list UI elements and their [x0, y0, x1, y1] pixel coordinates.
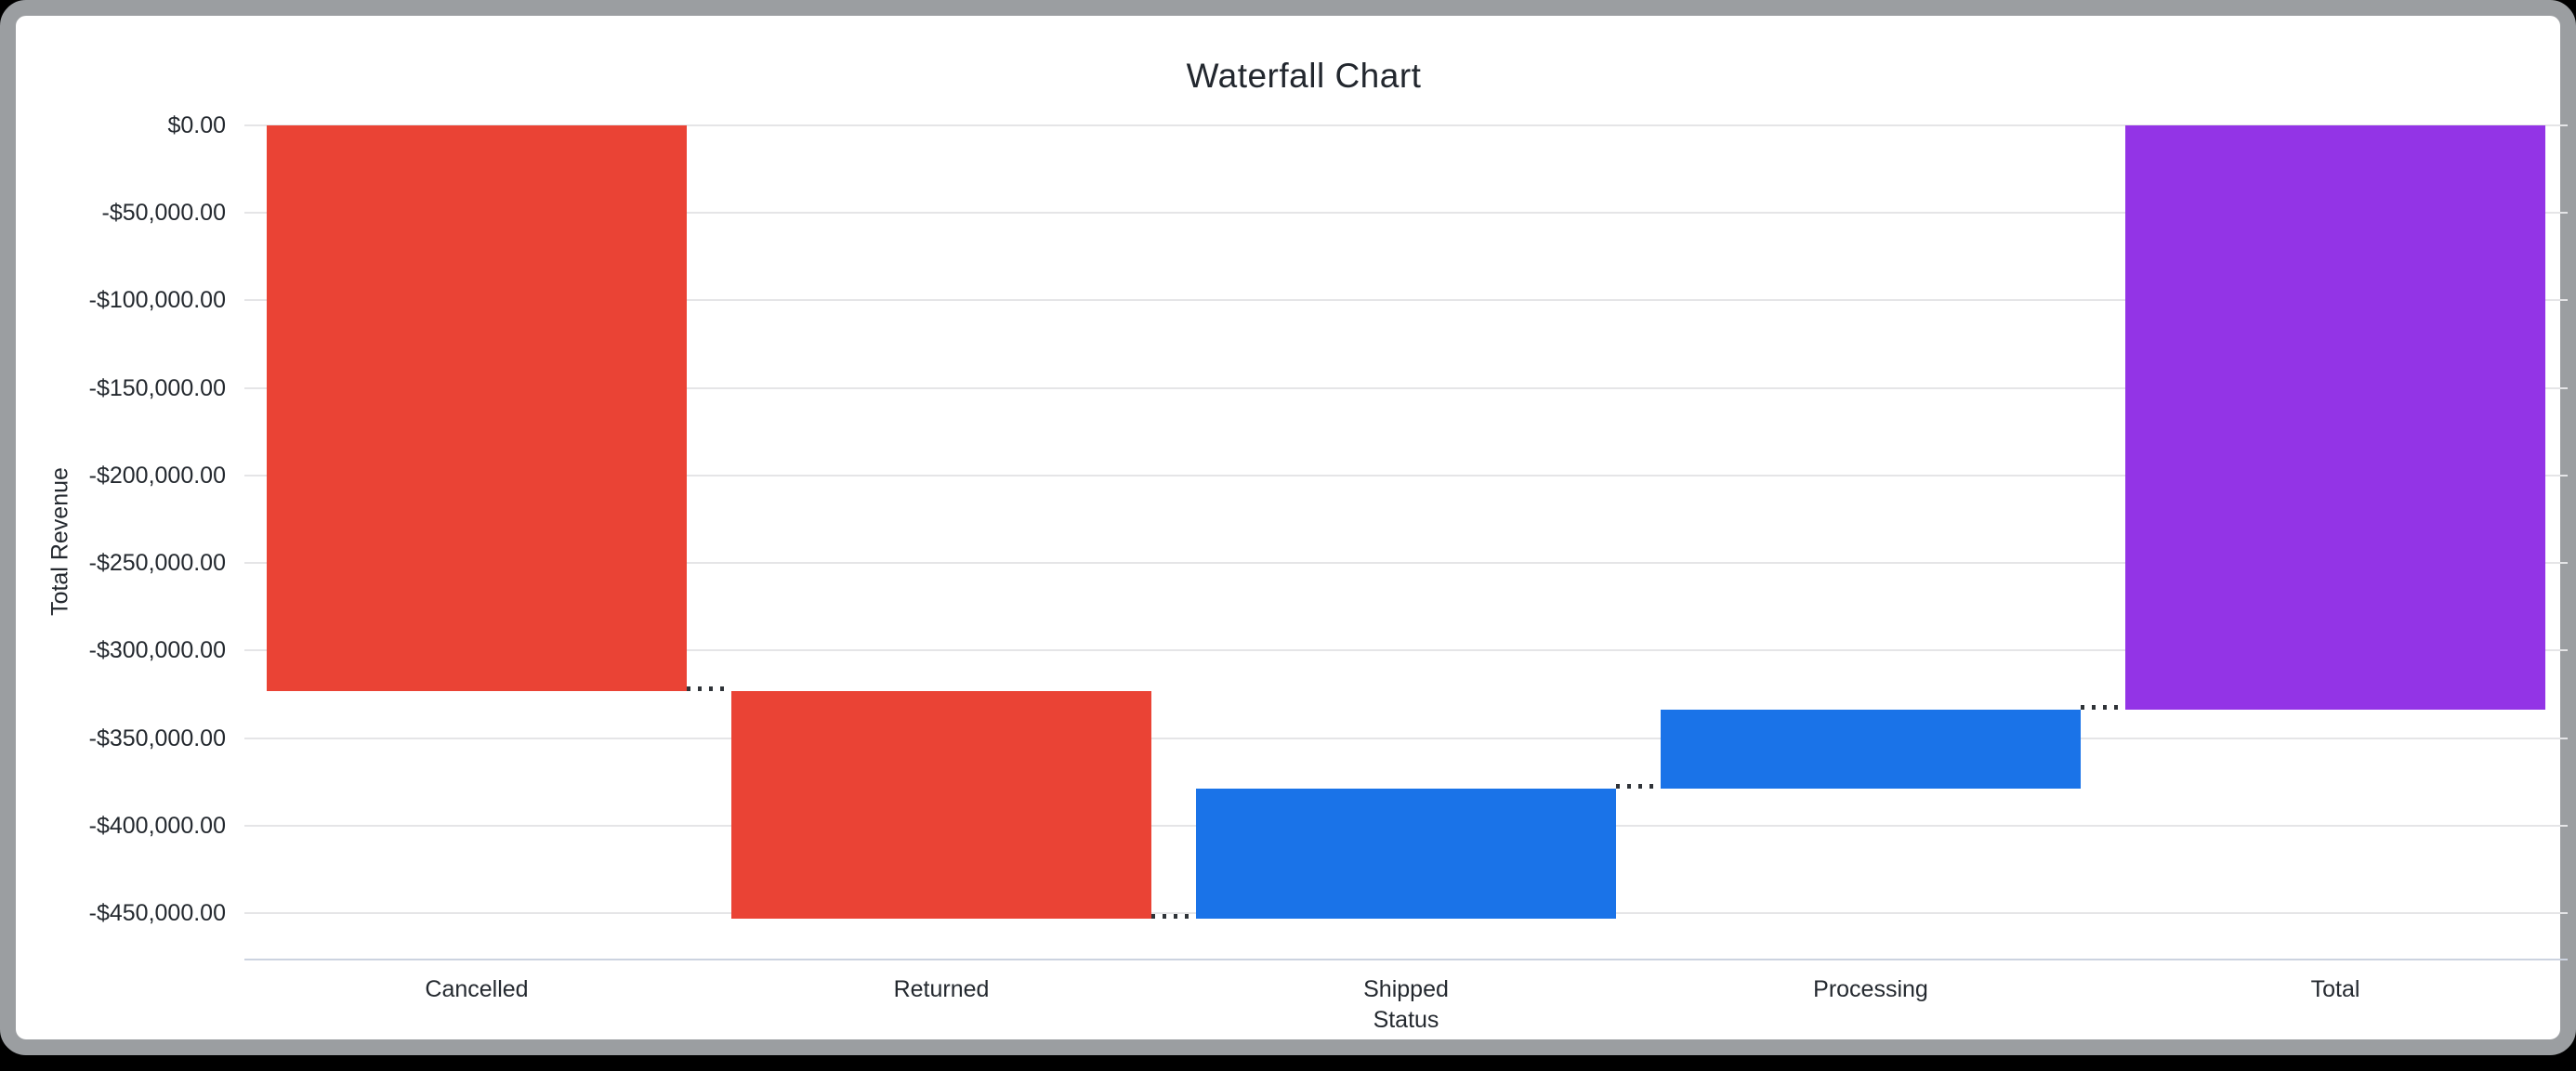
y-tick-label: -$300,000.00	[88, 637, 226, 664]
y-tick-label: -$350,000.00	[88, 725, 226, 751]
chart-title: Waterfall Chart	[1186, 57, 1422, 95]
y-tick-label: -$450,000.00	[88, 900, 226, 927]
y-tick-label: -$250,000.00	[88, 550, 226, 577]
bar-returned[interactable]	[731, 690, 1151, 919]
x-category-label-shipped: Shipped	[1363, 976, 1449, 1002]
x-category-label-total: Total	[2310, 976, 2360, 1002]
gridline	[244, 124, 2568, 126]
bar-shipped[interactable]	[1196, 789, 1616, 919]
x-category-label-returned: Returned	[893, 976, 990, 1002]
connector-line	[2081, 705, 2125, 711]
gridline	[244, 562, 2568, 565]
y-tick-label: -$200,000.00	[88, 462, 226, 489]
y-tick-label: -$100,000.00	[88, 287, 226, 314]
waterfall-chart: Waterfall Chart Total Revenue $0.00 -$50,…	[16, 16, 2576, 1071]
gridline	[244, 474, 2568, 477]
y-tick-label: -$150,000.00	[88, 374, 226, 401]
x-axis-title: Status	[1373, 1007, 1439, 1033]
gridline	[244, 299, 2568, 302]
bar-total[interactable]	[2125, 125, 2545, 711]
x-axis-line	[244, 959, 2568, 960]
bar-processing[interactable]	[1661, 710, 2081, 790]
connector-line	[687, 686, 731, 691]
gridline	[244, 649, 2568, 652]
x-category-label-processing: Processing	[1813, 976, 1928, 1002]
gridline	[244, 386, 2568, 389]
gridline	[244, 737, 2568, 739]
gridline	[244, 212, 2568, 215]
bar-cancelled[interactable]	[267, 125, 687, 691]
x-category-label-cancelled: Cancelled	[425, 976, 529, 1002]
y-tick-label: -$50,000.00	[101, 200, 226, 227]
y-tick-label: -$400,000.00	[88, 812, 226, 839]
connector-line	[1151, 913, 1196, 919]
y-tick-label: $0.00	[167, 112, 226, 138]
connector-line	[1616, 784, 1661, 790]
